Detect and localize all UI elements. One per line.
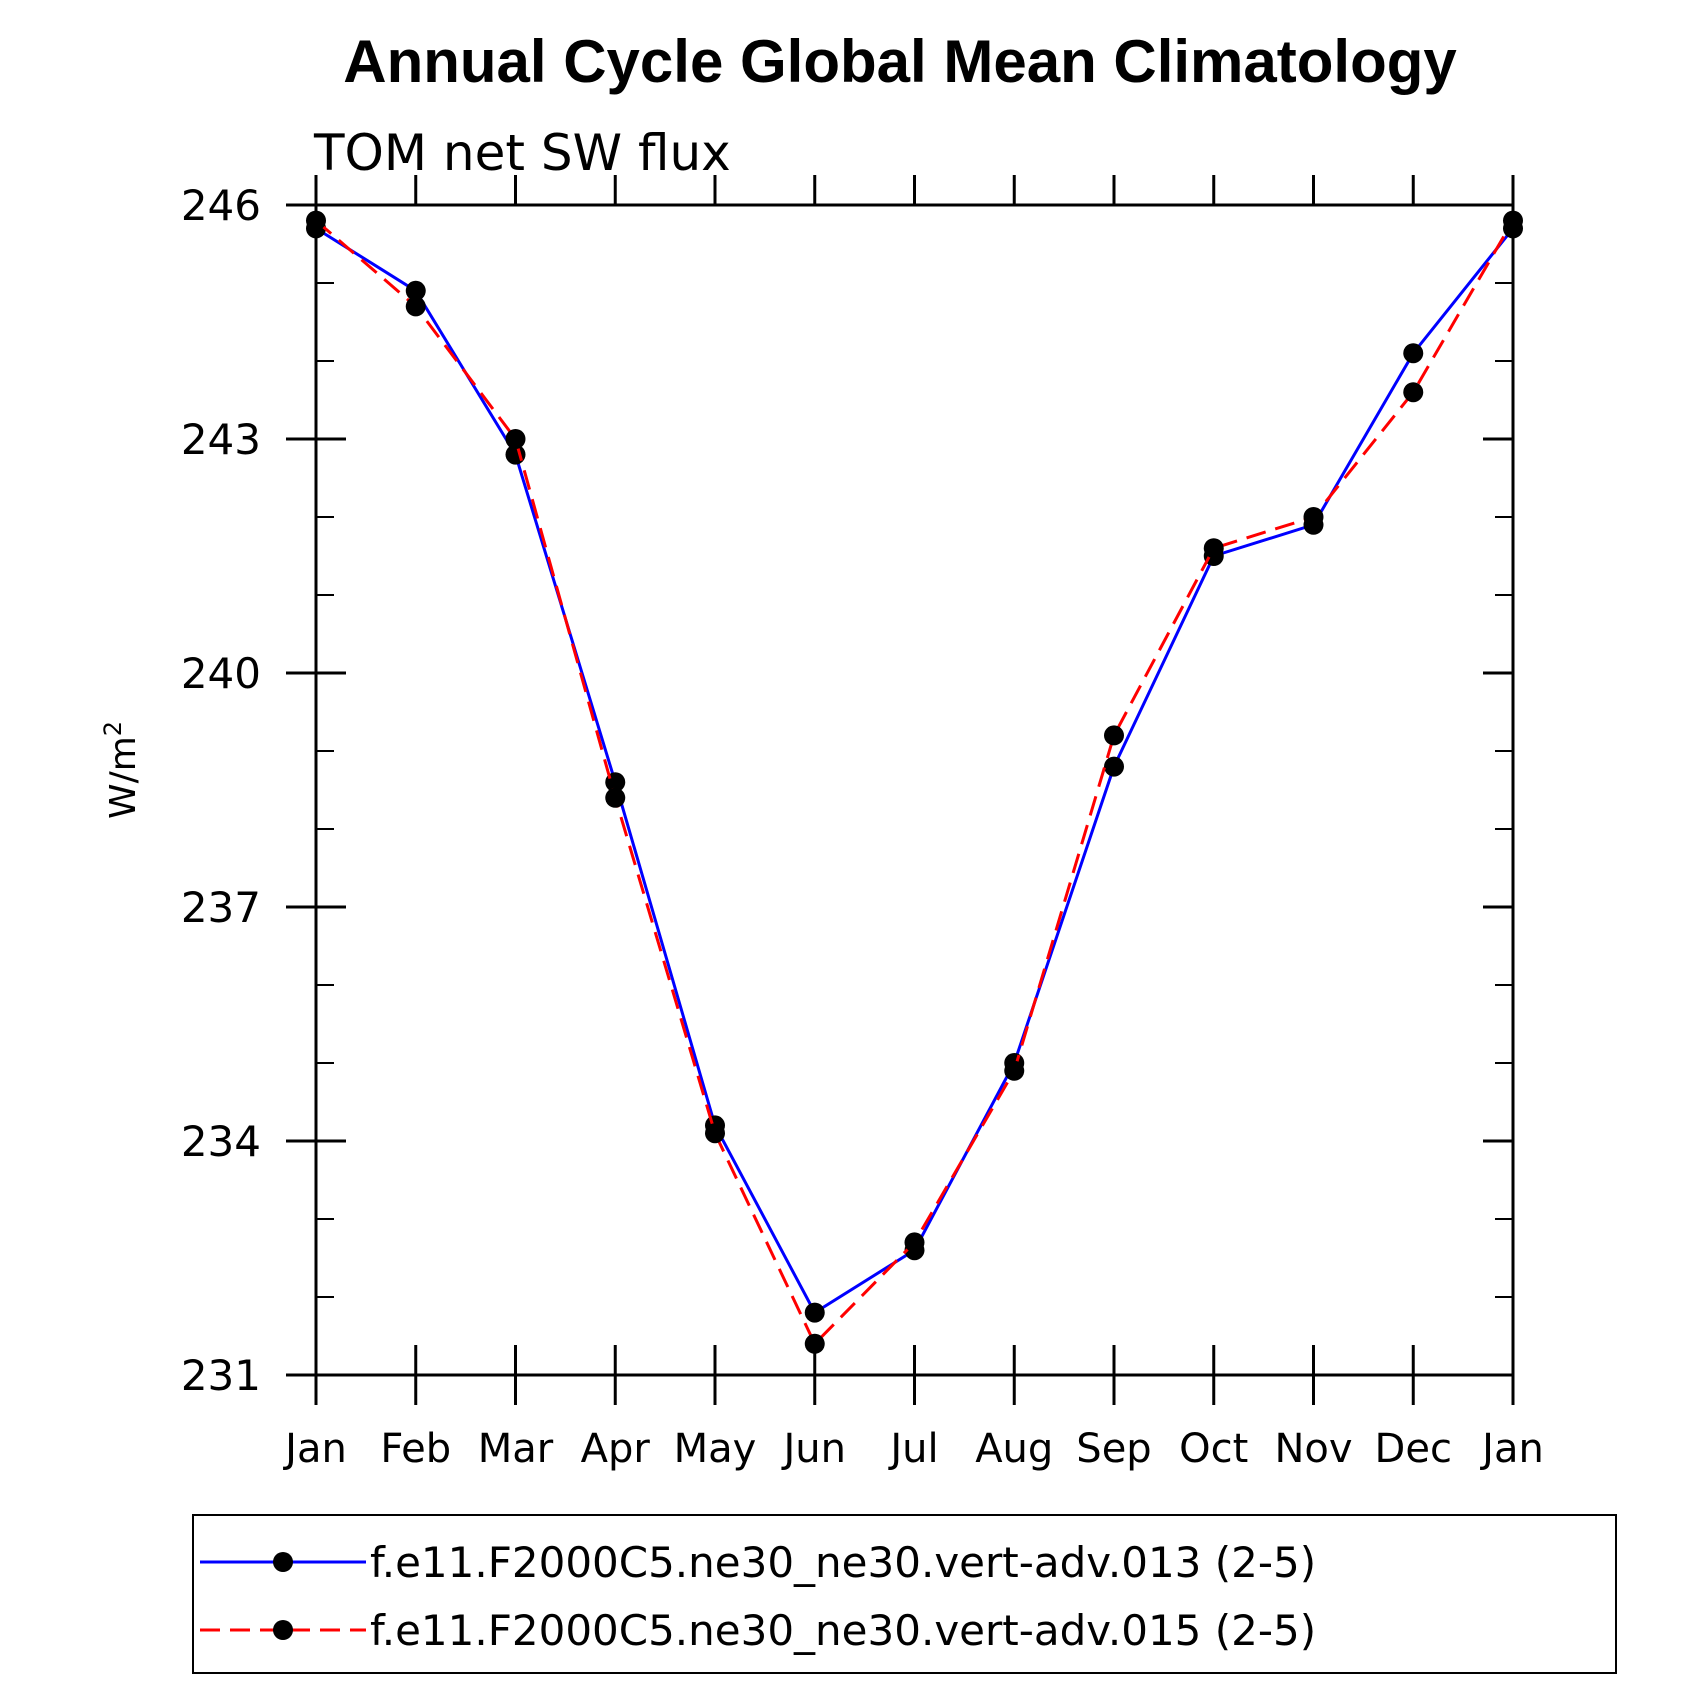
series-2-point [705, 1123, 725, 1144]
x-tick-label: Apr [581, 1426, 651, 1472]
series-2-point [405, 296, 426, 317]
x-tick-label: Feb [380, 1426, 451, 1472]
series-2-point [804, 1333, 825, 1354]
x-tick-labels: Jan Feb Mar Apr May Jun Jul Aug Sep Oct Nov Dec Jan [282, 1426, 1544, 1472]
series-2-point [505, 429, 526, 449]
series-2-point [904, 1232, 925, 1253]
y-tick-label: 234 [181, 1117, 261, 1166]
series-1-point [1104, 756, 1124, 777]
series-line-2 [315, 219, 1515, 1347]
x-tick-label: Jan [282, 1426, 347, 1472]
x-tick-label: Sep [1076, 1426, 1151, 1472]
plot-frame [314, 203, 1515, 1377]
y-tick-labels: 246 243 240 237 234 231 [181, 181, 261, 1400]
y-tick-label: 237 [181, 883, 261, 932]
y-tick-label: 243 [181, 415, 261, 464]
series-line-1 [315, 227, 1515, 1315]
legend-label-1: f.e11.F2000C5.ne30_ne30.vert-adv.013 (2-… [370, 1538, 1316, 1587]
series-2-point [1303, 507, 1324, 527]
legend: f.e11.F2000C5.ne30_ne30.vert-adv.013 (2-… [192, 1514, 1617, 1674]
y-tick-label: 246 [181, 181, 261, 230]
x-tick-label: Aug [975, 1426, 1053, 1472]
series-2-point [1104, 725, 1124, 746]
y-axis-label-text: W/m [103, 736, 144, 819]
series-2-point [1203, 538, 1224, 559]
series-2-point [306, 210, 326, 231]
series-2-point [605, 787, 626, 808]
x-tick-label: Jun [781, 1426, 847, 1472]
legend-box [192, 1514, 1617, 1674]
x-tick-label: May [674, 1426, 757, 1472]
y-tick-label: 240 [181, 649, 261, 698]
legend-marker-2 [273, 1620, 293, 1640]
y-axis-label-superscript: 2 [99, 721, 127, 736]
legend-label-2: f.e11.F2000C5.ne30_ne30.vert-adv.015 (2-… [370, 1606, 1316, 1655]
x-tick-label: Jul [887, 1426, 938, 1472]
y-tick-label: 231 [181, 1351, 261, 1400]
x-tick-label: Dec [1375, 1426, 1452, 1472]
series-2-point [1403, 382, 1424, 403]
x-tick-label: Nov [1274, 1426, 1352, 1472]
series-2-point [1004, 1060, 1025, 1081]
legend-marker-1 [273, 1552, 293, 1572]
series-1-point [405, 280, 426, 301]
axes [286, 175, 1515, 1405]
series-1-point [1403, 343, 1424, 364]
y-axis-label: W/m2 [99, 721, 144, 819]
series-1-point [804, 1302, 825, 1323]
series-layer [306, 210, 1523, 1354]
chart-subtitle: TOM net SW flux [313, 124, 731, 182]
x-tick-label: Jan [1479, 1426, 1544, 1472]
chart-title: Annual Cycle Global Mean Climatology [343, 28, 1457, 95]
x-tick-label: Mar [478, 1426, 554, 1472]
series-2-point [1503, 210, 1523, 231]
x-tick-label: Oct [1179, 1426, 1248, 1472]
